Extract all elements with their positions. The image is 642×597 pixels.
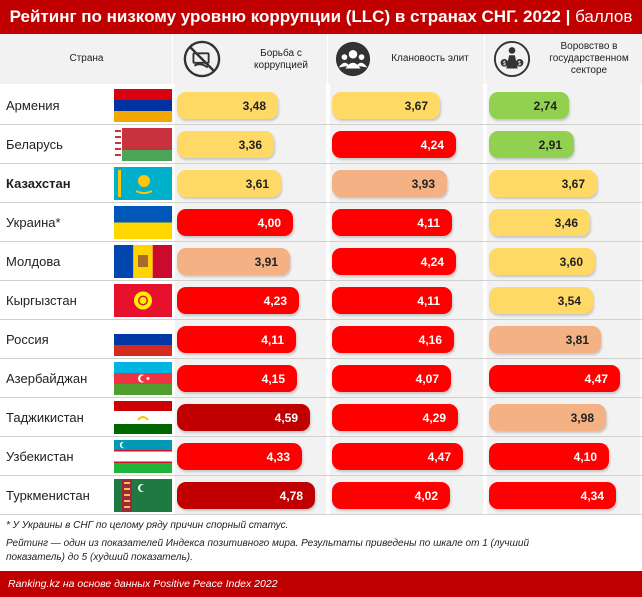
country-label: Молдова xyxy=(6,254,61,269)
table-row: Беларусь 3,36 4,24 2,91 xyxy=(0,125,642,164)
country-label: Туркменистан xyxy=(6,488,90,503)
table-row: Таджикистан 4,59 4,29 3,98 xyxy=(0,398,642,437)
row-divider xyxy=(0,319,642,320)
bar-value: 4,24 xyxy=(332,131,456,158)
row-divider xyxy=(0,514,642,515)
country-flag-icon xyxy=(114,167,172,200)
country-label: Кыргызстан xyxy=(6,293,77,308)
header-col-3-label: Воровство в государственном секторе xyxy=(549,41,629,76)
bar-value: 3,46 xyxy=(489,209,590,236)
country-flag-icon xyxy=(114,128,172,161)
country-label: Узбекистан xyxy=(6,449,74,464)
title-main: Рейтинг по низкому уровню коррупции (LLC… xyxy=(9,7,561,26)
title-unit: баллов xyxy=(575,7,633,26)
header-col-1-label: Борьба с коррупцией xyxy=(254,48,308,71)
bar-value: 3,54 xyxy=(489,287,593,314)
country-label: Беларусь xyxy=(6,137,63,152)
header-col-1: Борьба с коррупцией xyxy=(173,34,328,84)
bar-value: 4,23 xyxy=(177,287,299,314)
bar-value: 4,11 xyxy=(332,287,452,314)
bar-value: 3,60 xyxy=(489,248,595,275)
table-row: Узбекистан 4,33 4,47 4,10 xyxy=(0,437,642,476)
bar-value: 4,78 xyxy=(177,482,315,509)
bar-value: 4,15 xyxy=(177,365,297,392)
note-ukraine: * У Украины в СНГ по целому ряду причин … xyxy=(6,520,289,531)
row-divider xyxy=(0,241,642,242)
bar-value: 4,47 xyxy=(332,443,463,470)
bar-value: 3,36 xyxy=(177,131,274,158)
table-row: Украина* 4,00 4,11 3,46 xyxy=(0,203,642,242)
table-row: Молдова 3,91 4,24 3,60 xyxy=(0,242,642,281)
row-divider xyxy=(0,475,642,476)
country-label: Россия xyxy=(6,332,49,347)
row-divider xyxy=(0,397,642,398)
bar-value: 4,33 xyxy=(177,443,302,470)
bar-value: 4,10 xyxy=(489,443,609,470)
country-flag-icon xyxy=(114,401,172,434)
people-group-icon xyxy=(335,41,371,77)
bar-value: 3,48 xyxy=(177,92,278,119)
bar-value: 4,34 xyxy=(489,482,616,509)
table-row: Армения 3,48 3,67 2,74 xyxy=(0,86,642,125)
country-flag-icon xyxy=(114,323,172,356)
bar-value: 4,07 xyxy=(332,365,451,392)
row-divider xyxy=(0,280,642,281)
table-row: Кыргызстан 4,23 4,11 3,54 xyxy=(0,281,642,320)
note-rating-line2: показатель) до 5 (худший показатель). xyxy=(6,552,193,563)
row-divider xyxy=(0,202,642,203)
bar-value: 3,98 xyxy=(489,404,606,431)
table-row: Россия 4,11 4,16 3,81 xyxy=(0,320,642,359)
row-divider xyxy=(0,436,642,437)
country-label: Азербайджан xyxy=(6,371,88,386)
table-row: Туркменистан 4,78 4,02 4,34 xyxy=(0,476,642,515)
header-country-cell: Страна xyxy=(0,34,173,84)
bar-value: 3,67 xyxy=(332,92,440,119)
header-col-2-label: Клановость элит xyxy=(391,53,469,64)
source-footer: Ranking.kz на основе данных Positive Pea… xyxy=(0,571,642,597)
row-divider xyxy=(0,358,642,359)
note-rating-line1: Рейтинг — один из показателей Индекса по… xyxy=(6,538,530,549)
country-label: Украина* xyxy=(6,215,61,230)
bar-value: 3,93 xyxy=(332,170,447,197)
country-label: Казахстан xyxy=(6,176,71,191)
header-col-2: Клановость элит xyxy=(328,34,485,84)
row-divider xyxy=(0,124,642,125)
chart-title: Рейтинг по низкому уровню коррупции (LLC… xyxy=(0,0,642,34)
bar-value: 4,24 xyxy=(332,248,456,275)
svg-text:$: $ xyxy=(518,61,522,67)
money-theft-icon: $ $ xyxy=(493,40,531,78)
country-label: Таджикистан xyxy=(6,410,84,425)
table-row: Казахстан 3,61 3,93 3,67 xyxy=(0,164,642,203)
bar-value: 4,02 xyxy=(332,482,450,509)
header-col-3: $ $ Воровство в государственном секторе xyxy=(485,34,642,84)
bar-value: 4,16 xyxy=(332,326,454,353)
country-flag-icon xyxy=(114,245,172,278)
bar-value: 4,11 xyxy=(332,209,452,236)
bar-value: 3,91 xyxy=(177,248,290,275)
country-label: Армения xyxy=(6,98,60,113)
country-flag-icon xyxy=(114,284,172,317)
country-flag-icon xyxy=(114,362,172,395)
no-bribe-icon xyxy=(183,40,221,78)
bar-value: 4,11 xyxy=(177,326,296,353)
bar-value: 3,67 xyxy=(489,170,597,197)
country-flag-icon xyxy=(114,479,172,512)
country-flag-icon xyxy=(114,440,172,473)
bar-value: 4,59 xyxy=(177,404,310,431)
country-flag-icon xyxy=(114,206,172,239)
bar-value: 3,61 xyxy=(177,170,281,197)
table-row: Азербайджан 4,15 4,07 4,47 xyxy=(0,359,642,398)
svg-text:$: $ xyxy=(503,61,507,67)
bar-value: 4,00 xyxy=(177,209,293,236)
row-divider xyxy=(0,163,642,164)
header-country-label: Страна xyxy=(69,53,104,64)
bar-value: 4,29 xyxy=(332,404,458,431)
bar-value: 2,91 xyxy=(489,131,574,158)
bar-value: 2,74 xyxy=(489,92,569,119)
bar-value: 4,47 xyxy=(489,365,620,392)
bar-value: 3,81 xyxy=(489,326,601,353)
country-flag-icon xyxy=(114,89,172,122)
